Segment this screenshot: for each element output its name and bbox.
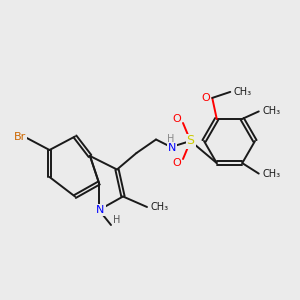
Text: N: N: [168, 142, 176, 153]
Text: CH₃: CH₃: [151, 202, 169, 212]
Text: Br: Br: [14, 131, 26, 142]
Text: O: O: [172, 114, 181, 124]
Text: N: N: [96, 205, 105, 215]
Text: CH₃: CH₃: [262, 106, 280, 116]
Text: O: O: [172, 158, 181, 168]
Text: O: O: [201, 93, 210, 103]
Text: H: H: [167, 134, 175, 144]
Text: CH₃: CH₃: [234, 87, 252, 97]
Text: CH₃: CH₃: [262, 169, 280, 178]
Text: H: H: [113, 214, 120, 225]
Text: S: S: [187, 134, 194, 148]
